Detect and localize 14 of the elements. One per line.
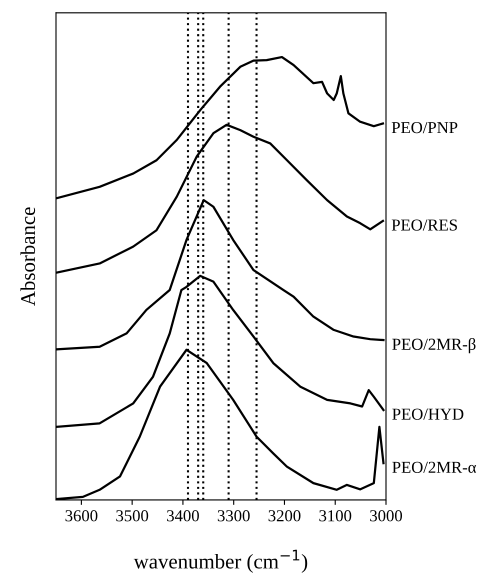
x-tick-label: 3100 — [319, 510, 352, 522]
y-axis-title: Absorbance — [20, 207, 36, 306]
x-tick-label: 3400 — [167, 510, 199, 522]
series-label: PEO/2MR-α — [392, 462, 476, 473]
x-tick-label: 3000 — [370, 510, 402, 522]
x-tick-label: 3200 — [268, 510, 300, 522]
series-label: PEO/RES — [392, 219, 457, 231]
x-tick-label: 3500 — [116, 510, 148, 522]
x-tick-label: 3300 — [218, 510, 250, 522]
x-axis-title: wavenumber (cm$^{−1}$) — [134, 550, 308, 573]
series-label: PEO/2MR-β — [392, 338, 476, 354]
x-tick-label: 3600 — [66, 510, 98, 522]
series-label: PEO/HYD — [392, 408, 464, 420]
series-label: PEO/PNP — [392, 122, 458, 134]
